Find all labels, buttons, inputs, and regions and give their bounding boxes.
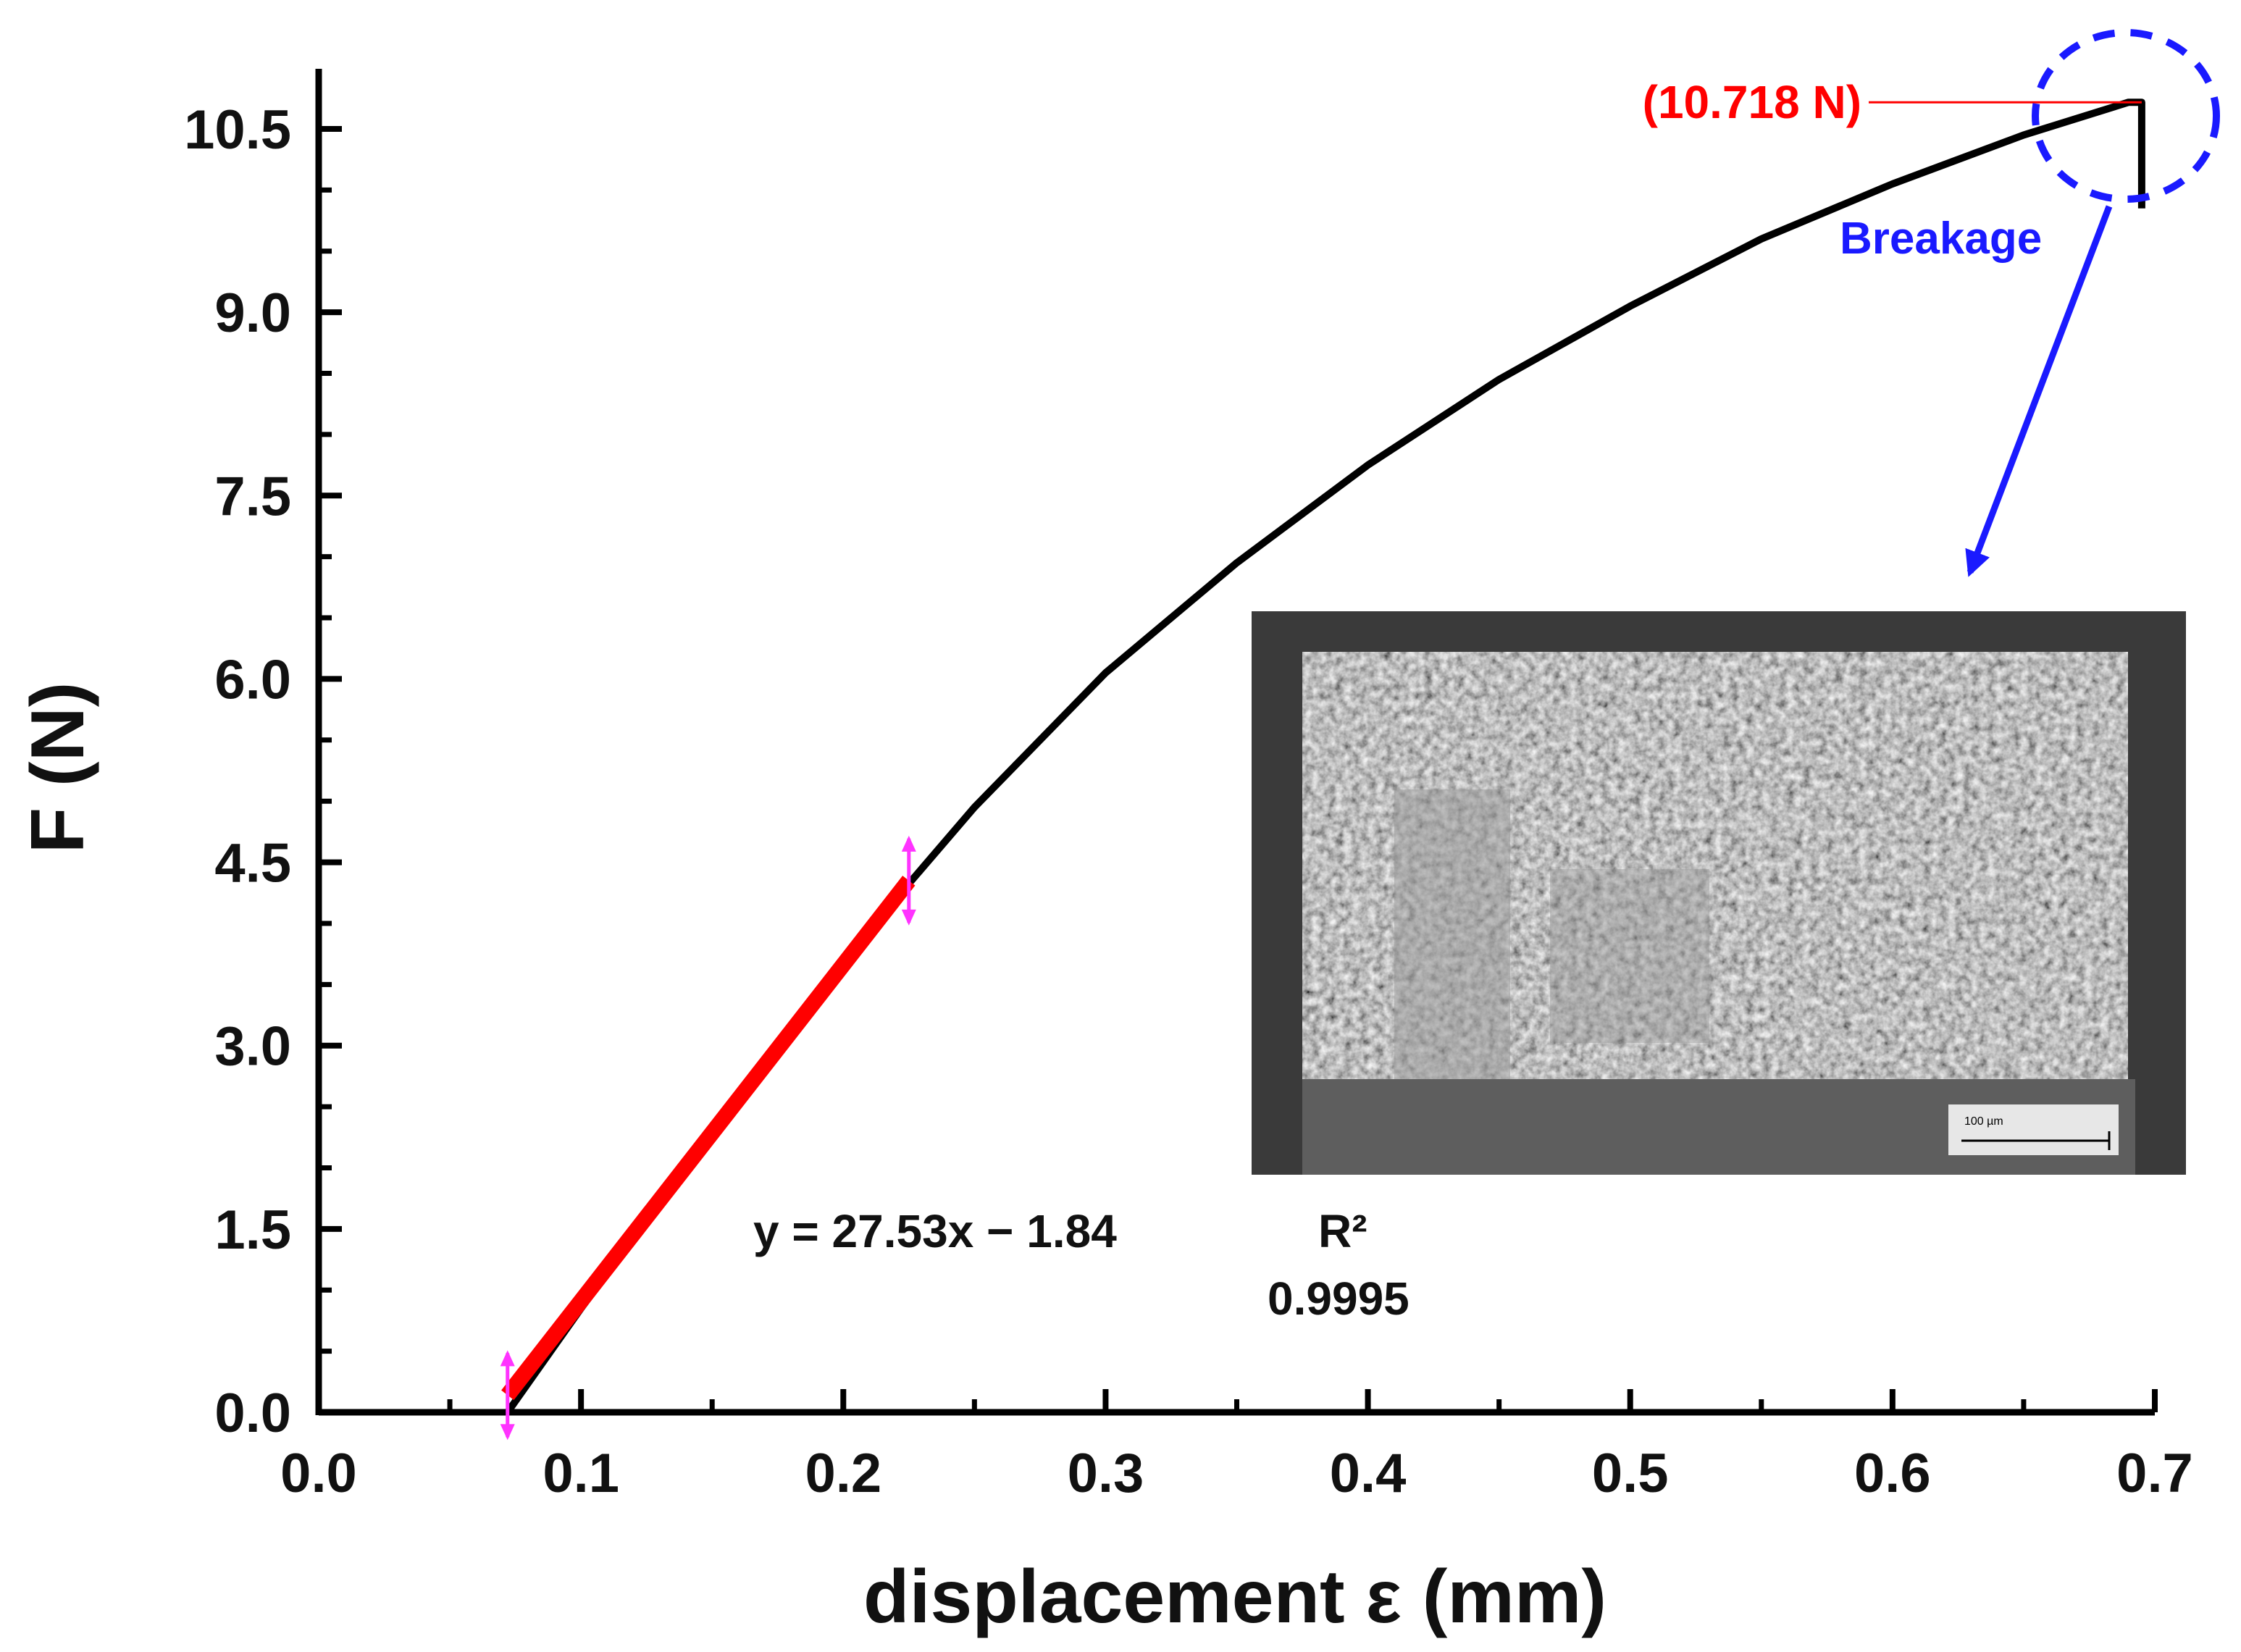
fit-range-marker — [901, 835, 916, 926]
ticks: 0.0 0.1 0.2 0.3 0.4 0.5 0.6 0.7 0.0 1.5 3.0 4.5 6.0 7… — [184, 99, 2193, 1504]
scale-bar-label: 100 µm — [1964, 1115, 2003, 1128]
fit-equation: y = 27.53x − 1.84 — [753, 1205, 1117, 1257]
breakage-label: Breakage — [1840, 214, 2042, 264]
x-axis-title: displacement ε (mm) — [863, 1555, 1607, 1639]
x-tick-label: 0.7 — [2116, 1443, 2193, 1504]
breakage-arrow — [1965, 205, 2113, 577]
fit-range-marker — [500, 1350, 515, 1441]
sem-inset: 100 µm — [1252, 611, 2186, 1175]
breakage-circle — [2032, 29, 2220, 203]
linear-fit-line — [501, 876, 916, 1401]
y-tick-label: 1.5 — [214, 1199, 291, 1261]
r2-value: 0.9995 — [1268, 1272, 1409, 1325]
x-tick-label: 0.0 — [280, 1443, 357, 1504]
x-tick-label: 0.3 — [1068, 1443, 1144, 1504]
peak-force-label: (10.718 N) — [1643, 76, 1861, 128]
r2-label: R² — [1318, 1205, 1367, 1257]
y-tick-label: 0.0 — [214, 1383, 291, 1444]
y-tick-label: 7.5 — [214, 466, 291, 527]
y-axis-title: F (N) — [16, 682, 100, 854]
y-tick-label: 10.5 — [184, 99, 291, 161]
x-tick-label: 0.6 — [1854, 1443, 1931, 1504]
scale-bar: 100 µm — [1948, 1104, 2119, 1155]
y-tick-label: 4.5 — [214, 833, 291, 894]
x-tick-label: 0.4 — [1330, 1443, 1407, 1504]
annotations: (10.718 N) Breakage y = 27.53x − 1.84 R²… — [753, 29, 2220, 1325]
x-tick-label: 0.2 — [805, 1443, 881, 1504]
x-tick-label: 0.5 — [1592, 1443, 1669, 1504]
series-layer — [500, 98, 2145, 1441]
x-tick-label: 0.1 — [543, 1443, 619, 1504]
y-tick-label: 3.0 — [214, 1016, 291, 1078]
y-tick-label: 9.0 — [214, 282, 291, 344]
y-tick-label: 6.0 — [214, 649, 291, 710]
